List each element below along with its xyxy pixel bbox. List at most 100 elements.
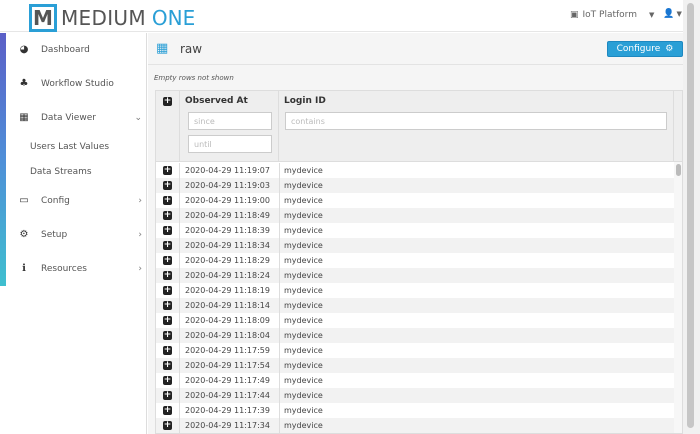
data-table: + Observed At since until Login ID conta…	[155, 90, 683, 434]
expand-cell: +	[156, 268, 180, 283]
sidebar-subitem-users-last-values[interactable]: Users Last Values	[30, 142, 110, 152]
column-header[interactable]: Observed At	[185, 96, 248, 106]
plus-square-icon[interactable]: +	[163, 375, 172, 385]
plus-square-icon[interactable]: +	[163, 330, 172, 340]
expand-cell: +	[156, 328, 180, 343]
plus-square-icon[interactable]: +	[163, 195, 172, 205]
table-scrollbar[interactable]	[674, 162, 682, 433]
column-divider	[279, 298, 280, 313]
plus-square-icon[interactable]: +	[163, 285, 172, 295]
column-login-id: Login ID contains	[279, 91, 674, 162]
sidebar-item-label: Config	[41, 195, 70, 206]
plus-square-icon[interactable]: +	[163, 225, 172, 235]
platform-label: IoT Platform	[582, 10, 637, 20]
sidebar-item-setup[interactable]: ⚙ Setup ›	[17, 229, 142, 240]
column-header[interactable]: Login ID	[284, 96, 326, 106]
observed-at-cell: 2020-04-29 11:18:49	[185, 211, 270, 220]
table-row[interactable]: +2020-04-29 11:18:14 mydevice	[156, 298, 674, 313]
table-row[interactable]: +2020-04-29 11:19:07 mydevice	[156, 163, 674, 178]
login-id-cell: mydevice	[284, 196, 323, 205]
column-divider	[279, 178, 280, 193]
plus-square-icon[interactable]: +	[163, 165, 172, 175]
sidebar-item-resources[interactable]: ℹ Resources ›	[17, 263, 142, 274]
top-header: M MEDIUM ONE ▣ IoT Platform ▼ 👤 ▼	[0, 0, 700, 32]
configure-label: Configure	[616, 44, 661, 54]
scrollbar-thumb[interactable]	[687, 3, 694, 428]
sidebar-subitem-data-streams[interactable]: Data Streams	[30, 167, 92, 177]
configure-button[interactable]: Configure ⚙	[607, 41, 683, 57]
table-row[interactable]: +2020-04-29 11:18:34 mydevice	[156, 238, 674, 253]
table-row[interactable]: +2020-04-29 11:18:24 mydevice	[156, 268, 674, 283]
table-row[interactable]: +2020-04-29 11:18:49 mydevice	[156, 208, 674, 223]
table-row[interactable]: +2020-04-29 11:17:49 mydevice	[156, 373, 674, 388]
expand-cell: +	[156, 253, 180, 268]
caret-down-icon: ▼	[674, 10, 682, 18]
column-divider	[279, 163, 280, 178]
table-row[interactable]: +2020-04-29 11:19:00 mydevice	[156, 193, 674, 208]
since-input[interactable]: since	[188, 112, 272, 130]
table-row[interactable]: +2020-04-29 11:18:09 mydevice	[156, 313, 674, 328]
column-divider	[279, 238, 280, 253]
platform-dropdown[interactable]: ▣ IoT Platform ▼	[570, 10, 654, 20]
plus-square-icon[interactable]: +	[163, 420, 172, 430]
table-body: +2020-04-29 11:19:07 mydevice +2020-04-29 …	[156, 163, 674, 433]
chevron-down-icon: ⌄	[134, 112, 142, 123]
column-divider	[279, 418, 280, 433]
plus-square-icon[interactable]: +	[163, 180, 172, 190]
sidebar-item-dashboard[interactable]: ◕ Dashboard	[17, 44, 142, 55]
login-id-cell: mydevice	[284, 331, 323, 340]
plus-square-icon[interactable]: +	[163, 315, 172, 325]
sidebar-item-config[interactable]: ▭ Config ›	[17, 195, 142, 206]
observed-at-cell: 2020-04-29 11:17:49	[185, 376, 270, 385]
observed-at-cell: 2020-04-29 11:18:14	[185, 301, 270, 310]
plus-square-icon[interactable]: +	[163, 405, 172, 415]
empty-rows-note: Empty rows not shown	[154, 74, 234, 82]
sidebar-item-label: Resources	[41, 263, 87, 274]
observed-at-cell: 2020-04-29 11:18:04	[185, 331, 270, 340]
table-row[interactable]: +2020-04-29 11:17:34 mydevice	[156, 418, 674, 433]
plus-square-icon[interactable]: +	[163, 270, 172, 280]
table-row[interactable]: +2020-04-29 11:18:39 mydevice	[156, 223, 674, 238]
table-row[interactable]: +2020-04-29 11:18:04 mydevice	[156, 328, 674, 343]
observed-at-cell: 2020-04-29 11:19:03	[185, 181, 270, 190]
chevron-right-icon: ›	[138, 263, 142, 274]
sidebar-item-workflow-studio[interactable]: ♣ Workflow Studio	[17, 78, 142, 89]
column-divider	[279, 328, 280, 343]
plus-square-icon[interactable]: +	[163, 210, 172, 220]
plus-square-icon[interactable]: +	[163, 300, 172, 310]
sitemap-icon: ♣	[19, 78, 29, 89]
observed-at-cell: 2020-04-29 11:17:39	[185, 406, 270, 415]
expand-cell: +	[156, 298, 180, 313]
cogs-icon: ⚙	[19, 229, 29, 240]
plus-square-icon[interactable]: +	[163, 96, 172, 106]
expand-cell: +	[156, 343, 180, 358]
medium-one-logo[interactable]: M MEDIUM ONE	[29, 4, 195, 32]
expand-cell: +	[156, 313, 180, 328]
table-row[interactable]: +2020-04-29 11:17:39 mydevice	[156, 403, 674, 418]
table-row[interactable]: +2020-04-29 11:17:54 mydevice	[156, 358, 674, 373]
sidebar-item-data-viewer[interactable]: ▦ Data Viewer ⌄	[17, 112, 142, 123]
column-divider	[279, 358, 280, 373]
plus-square-icon[interactable]: +	[163, 255, 172, 265]
until-input[interactable]: until	[188, 135, 272, 153]
user-menu[interactable]: 👤 ▼	[663, 9, 682, 19]
table-row[interactable]: +2020-04-29 11:18:19 mydevice	[156, 283, 674, 298]
gear-icon: ⚙	[665, 44, 674, 54]
plus-square-icon[interactable]: +	[163, 345, 172, 355]
plus-square-icon[interactable]: +	[163, 360, 172, 370]
expand-cell: +	[156, 388, 180, 403]
table-row[interactable]: +2020-04-29 11:17:44 mydevice	[156, 388, 674, 403]
plus-square-icon[interactable]: +	[163, 390, 172, 400]
table-row[interactable]: +2020-04-29 11:17:59 mydevice	[156, 343, 674, 358]
observed-at-cell: 2020-04-29 11:19:07	[185, 166, 270, 175]
table-row[interactable]: +2020-04-29 11:19:03 mydevice	[156, 178, 674, 193]
expand-cell: +	[156, 373, 180, 388]
scrollbar-thumb[interactable]	[676, 164, 681, 176]
contains-input[interactable]: contains	[285, 112, 667, 130]
sidebar: ◕ Dashboard ♣ Workflow Studio ▦ Data Viewer…	[0, 33, 147, 434]
table-row[interactable]: +2020-04-29 11:18:29 mydevice	[156, 253, 674, 268]
column-divider	[279, 373, 280, 388]
plus-square-icon[interactable]: +	[163, 240, 172, 250]
column-divider	[279, 208, 280, 223]
page-scrollbar[interactable]	[683, 0, 700, 434]
